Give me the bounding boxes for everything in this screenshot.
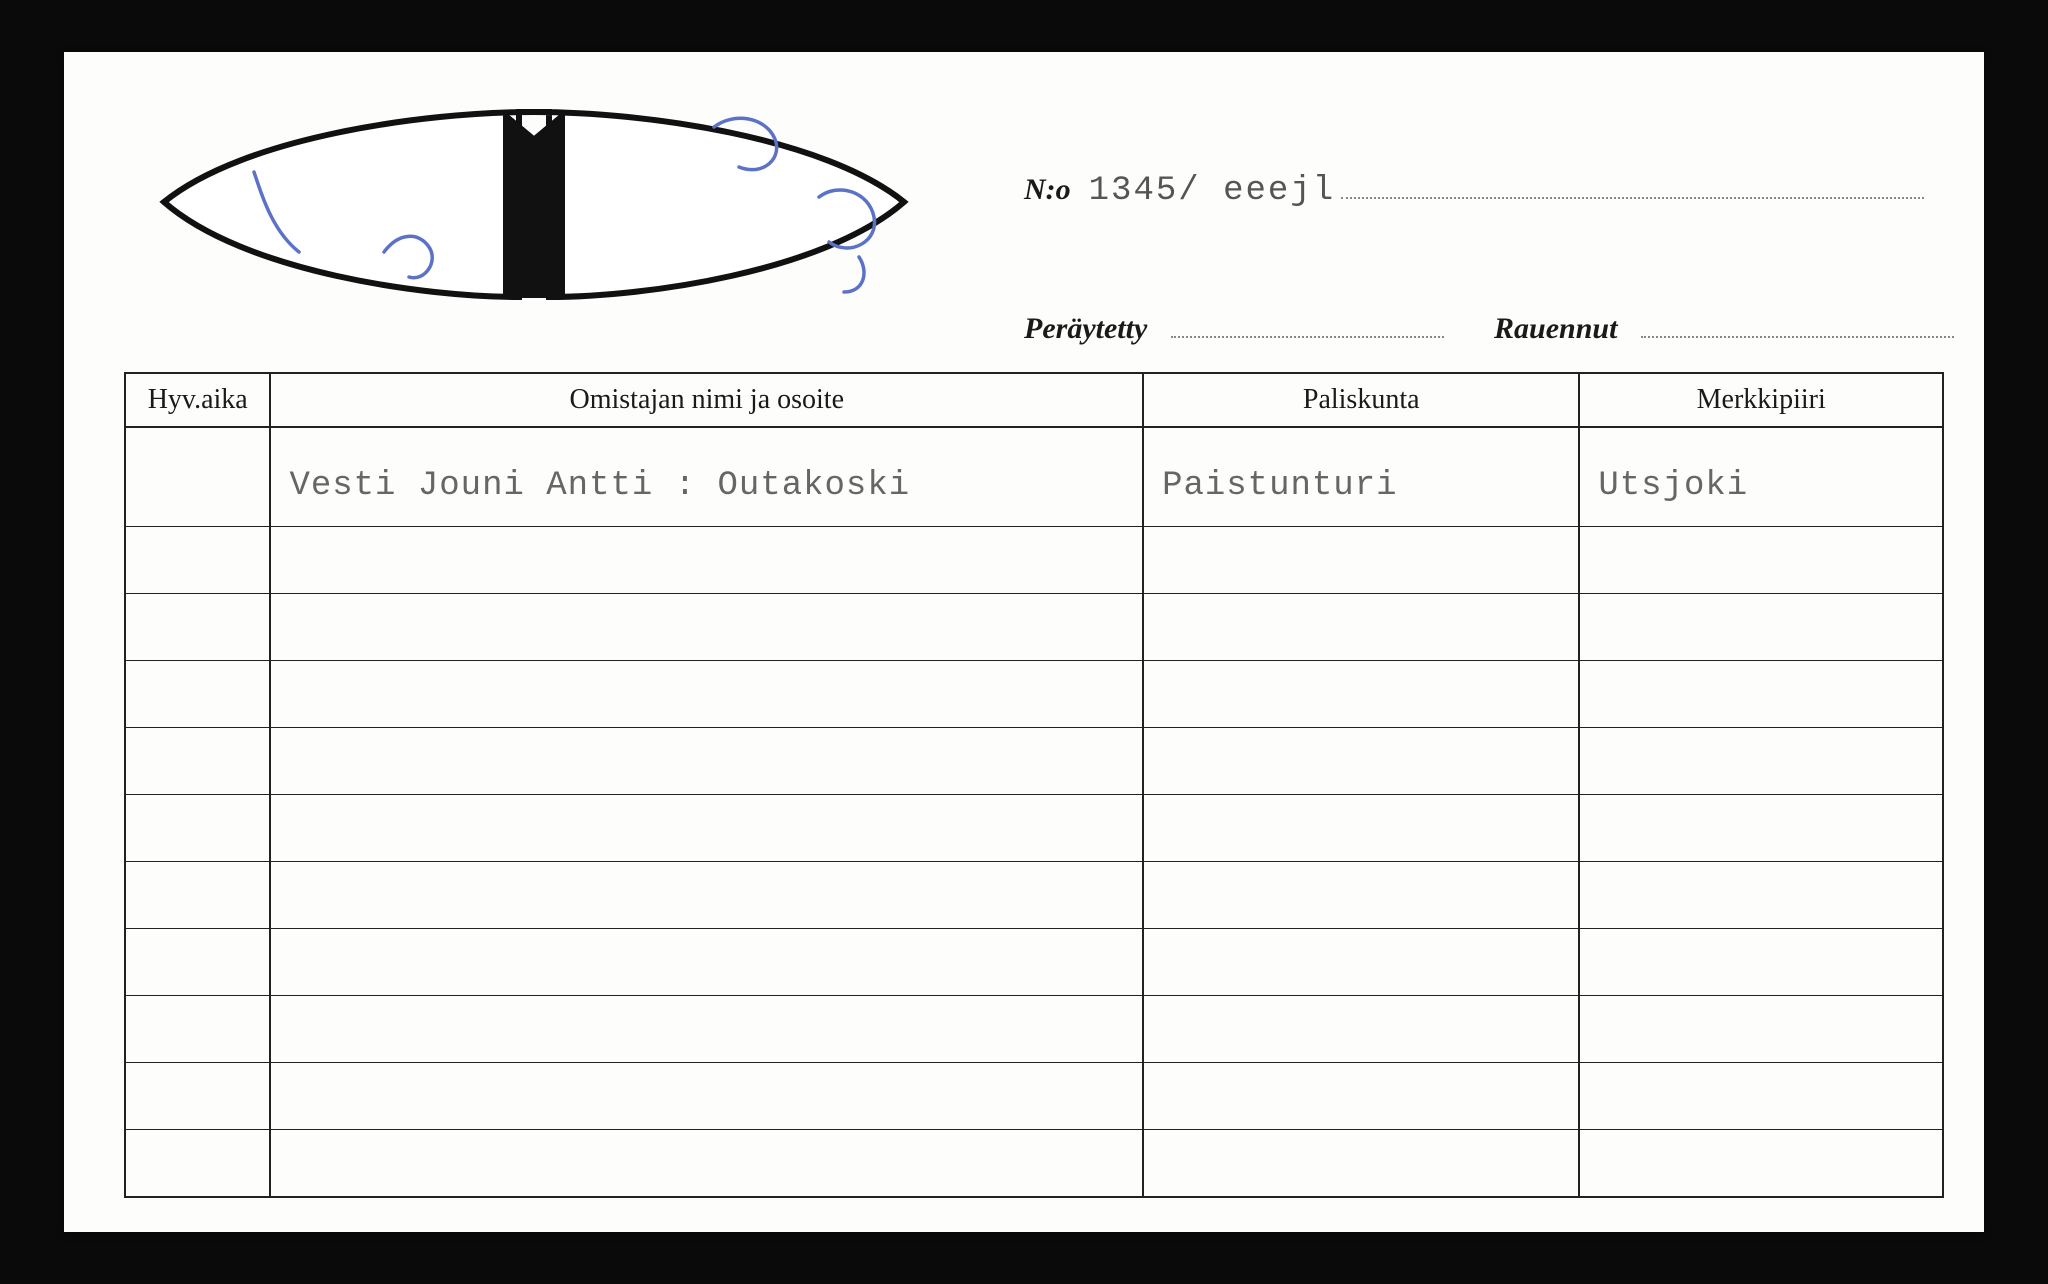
cell-paliskunta: Paistunturi	[1143, 427, 1579, 527]
cell-merkkipiiri	[1579, 996, 1943, 1063]
cell-hyv_aika	[125, 795, 270, 862]
rauennut-field-row: Rauennut	[1494, 312, 1954, 346]
cell-paliskunta	[1143, 661, 1579, 728]
header-area: N:o 1345/ eeejl Peräytetty Rauennut	[64, 52, 1984, 352]
dotted-rule	[1641, 318, 1954, 338]
cell-omistaja	[270, 996, 1143, 1063]
table-row	[125, 728, 1943, 795]
cell-merkkipiiri	[1579, 862, 1943, 929]
table-header-row: Hyv.aika Omistajan nimi ja osoite Palisk…	[125, 373, 1943, 427]
ear-center-notch	[504, 112, 564, 297]
cell-hyv_aika	[125, 728, 270, 795]
record-card: N:o 1345/ eeejl Peräytetty Rauennut Hyv.…	[64, 52, 1984, 1232]
cell-hyv_aika	[125, 594, 270, 661]
peraytetty-field-row: Peräytetty	[1024, 312, 1444, 346]
cell-hyv_aika	[125, 996, 270, 1063]
table-row	[125, 862, 1943, 929]
cell-paliskunta	[1143, 1063, 1579, 1130]
col-paliskunta: Paliskunta	[1143, 373, 1579, 427]
cell-omistaja	[270, 929, 1143, 996]
col-omistaja: Omistajan nimi ja osoite	[270, 373, 1143, 427]
table-row	[125, 795, 1943, 862]
cell-merkkipiiri	[1579, 594, 1943, 661]
cell-omistaja	[270, 862, 1143, 929]
table-row	[125, 929, 1943, 996]
table-row	[125, 661, 1943, 728]
table-row	[125, 1130, 1943, 1198]
cell-merkkipiiri	[1579, 1063, 1943, 1130]
cell-omistaja	[270, 1063, 1143, 1130]
peraytetty-value	[1159, 336, 1171, 338]
cell-hyv_aika	[125, 527, 270, 594]
cell-omistaja	[270, 661, 1143, 728]
ear-right-lobe	[534, 112, 904, 297]
cell-hyv_aika	[125, 1130, 270, 1198]
cell-merkkipiiri	[1579, 795, 1943, 862]
cell-hyv_aika	[125, 929, 270, 996]
ear-left-lobe	[164, 112, 534, 297]
table-row	[125, 1063, 1943, 1130]
cell-merkkipiiri	[1579, 728, 1943, 795]
peraytetty-label: Peräytetty	[1024, 312, 1147, 346]
table-row: Vesti Jouni Antti : OutakoskiPaistunturi…	[125, 427, 1943, 527]
cell-paliskunta	[1143, 594, 1579, 661]
cell-omistaja: Vesti Jouni Antti : Outakoski	[270, 427, 1143, 527]
number-value: 1345/ eeejl	[1083, 172, 1341, 212]
cell-paliskunta	[1143, 929, 1579, 996]
cell-paliskunta	[1143, 527, 1579, 594]
cell-omistaja	[270, 795, 1143, 862]
records-table: Hyv.aika Omistajan nimi ja osoite Palisk…	[124, 372, 1944, 1198]
cell-hyv_aika	[125, 862, 270, 929]
cell-merkkipiiri	[1579, 929, 1943, 996]
dotted-rule	[1341, 179, 1924, 199]
number-label: N:o	[1024, 173, 1071, 207]
number-field-row: N:o 1345/ eeejl	[1024, 172, 1924, 212]
cell-paliskunta	[1143, 862, 1579, 929]
cell-omistaja	[270, 594, 1143, 661]
earmark-diagram	[124, 82, 944, 312]
cell-merkkipiiri: Utsjoki	[1579, 427, 1943, 527]
rauennut-label: Rauennut	[1494, 312, 1617, 346]
cell-paliskunta	[1143, 728, 1579, 795]
dotted-rule	[1171, 318, 1444, 338]
cell-hyv_aika	[125, 427, 270, 527]
cell-hyv_aika	[125, 661, 270, 728]
cell-hyv_aika	[125, 1063, 270, 1130]
rauennut-value	[1629, 336, 1641, 338]
cell-merkkipiiri	[1579, 661, 1943, 728]
cell-merkkipiiri	[1579, 1130, 1943, 1198]
table-row	[125, 996, 1943, 1063]
cell-paliskunta	[1143, 1130, 1579, 1198]
col-merkkipiiri: Merkkipiiri	[1579, 373, 1943, 427]
table-row	[125, 527, 1943, 594]
cell-omistaja	[270, 527, 1143, 594]
col-hyv-aika: Hyv.aika	[125, 373, 270, 427]
cell-omistaja	[270, 728, 1143, 795]
cell-paliskunta	[1143, 996, 1579, 1063]
cell-omistaja	[270, 1130, 1143, 1198]
cell-paliskunta	[1143, 795, 1579, 862]
cell-merkkipiiri	[1579, 527, 1943, 594]
records-table-wrap: Hyv.aika Omistajan nimi ja osoite Palisk…	[124, 372, 1944, 1198]
earmark-stroke	[844, 257, 864, 292]
table-row	[125, 594, 1943, 661]
